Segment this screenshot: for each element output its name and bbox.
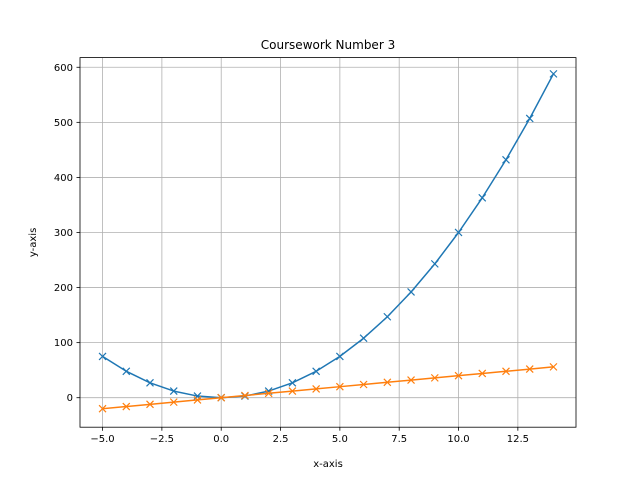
x-axis-label: x-axis <box>313 459 343 470</box>
plot-frame <box>79 57 577 428</box>
x-tick-label: −2.5 <box>150 434 174 445</box>
series-line <box>101 72 555 399</box>
y-tick-label: 200 <box>54 283 73 294</box>
data-point <box>288 387 297 396</box>
series-1 <box>98 69 558 402</box>
data-point <box>478 193 487 202</box>
data-point <box>525 114 534 123</box>
data-point <box>98 352 107 361</box>
data-point <box>264 389 273 398</box>
y-tick-label: 100 <box>54 338 73 349</box>
data-point <box>407 288 415 296</box>
x-tick-label: 2.5 <box>273 434 289 445</box>
data-point <box>359 380 368 389</box>
data-point <box>335 382 344 391</box>
y-tick-label: 300 <box>54 228 73 239</box>
series-2 <box>98 362 558 413</box>
series-layer <box>98 69 558 413</box>
data-point <box>312 384 321 393</box>
x-tick-label: −5.0 <box>90 434 114 445</box>
x-tick-label: 5.0 <box>332 434 348 445</box>
series-line <box>101 366 555 410</box>
y-tick-label: 400 <box>54 173 73 184</box>
y-axis-label: y-axis <box>28 228 39 257</box>
x-ticks: −5.0 −2.5 0.0 2.5 5.0 7.5 10.0 12.5 <box>90 427 529 445</box>
data-point <box>122 402 131 411</box>
data-point <box>146 400 154 409</box>
chart-title: Coursework Number 3 <box>261 38 395 52</box>
x-tick-label: 0.0 <box>213 434 229 445</box>
data-point <box>454 371 463 380</box>
data-point <box>169 398 178 407</box>
data-point <box>383 312 392 321</box>
x-tick-label: 7.5 <box>391 434 407 445</box>
data-point <box>549 362 558 371</box>
y-tick-label: 0 <box>67 393 73 404</box>
data-point <box>122 367 131 376</box>
data-point <box>478 369 487 378</box>
x-tick-label: 12.5 <box>507 434 529 445</box>
data-point <box>193 395 202 404</box>
data-point <box>169 387 178 396</box>
data-point <box>359 334 368 343</box>
data-point <box>288 378 297 387</box>
y-tick-label: 500 <box>54 118 73 129</box>
data-point <box>502 367 510 376</box>
data-point <box>146 378 154 387</box>
data-point <box>383 378 392 387</box>
grid <box>80 57 576 428</box>
data-point <box>502 155 510 164</box>
data-point <box>217 393 226 402</box>
data-point <box>407 376 415 385</box>
data-point <box>525 365 534 373</box>
data-point <box>241 391 249 400</box>
data-point <box>454 228 463 237</box>
data-point <box>312 367 321 376</box>
x-tick-label: 10.0 <box>447 434 469 445</box>
data-point <box>549 69 558 78</box>
data-point <box>430 259 439 268</box>
y-tick-label: 600 <box>54 63 73 74</box>
data-point <box>335 352 344 361</box>
data-point <box>430 373 439 382</box>
y-ticks: 0 100 200 300 400 500 600 <box>54 63 80 404</box>
data-point <box>98 404 107 413</box>
